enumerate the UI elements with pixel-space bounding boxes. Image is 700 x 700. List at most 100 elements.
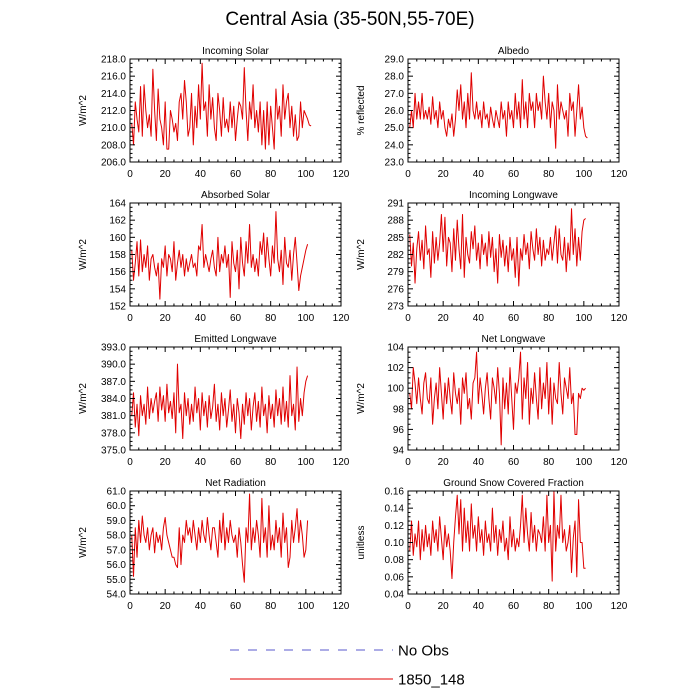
x-tick-label: 120 [333, 169, 350, 180]
x-tick-label: 0 [127, 169, 133, 180]
x-tick-label: 20 [160, 313, 172, 324]
x-tick-label: 60 [230, 313, 242, 324]
panel-emitted-longwave: Emitted Longwave W/m^2 0 20 40 60 80 100 120 375.… [78, 334, 350, 468]
x-tick-label: 20 [160, 601, 172, 612]
x-tick-label: 0 [405, 601, 411, 612]
y-tick-label: 216.0 [101, 72, 126, 83]
x-tick-label: 40 [195, 169, 207, 180]
panel-title: Ground Snow Covered Fraction [443, 478, 584, 489]
plot-frame [407, 58, 620, 163]
y-tick-label: 378.0 [101, 428, 126, 439]
y-tick-label: 375.0 [101, 446, 126, 457]
x-tick-label: 20 [438, 313, 450, 324]
y-tick-label: 288 [387, 216, 404, 227]
y-tick-label: 54.0 [107, 590, 127, 601]
x-tick-label: 0 [405, 169, 411, 180]
y-tick-label: 156 [109, 267, 126, 278]
plot-frame [407, 346, 620, 451]
panel-title: Net Longwave [482, 334, 546, 345]
x-tick-label: 0 [405, 313, 411, 324]
series-line [131, 493, 309, 583]
y-tick-label: 56.0 [107, 560, 127, 571]
y-tick-label: 160 [109, 233, 126, 244]
plot-frame [129, 58, 342, 163]
x-tick-label: 20 [160, 169, 172, 180]
x-tick-label: 120 [611, 313, 628, 324]
y-tick-label: 98 [393, 404, 405, 415]
x-tick-label: 20 [160, 457, 172, 468]
x-tick-label: 120 [333, 457, 350, 468]
panel-net-radiation: Net Radiation W/m^2 0 20 40 60 80 100 120 54.0 55.… [78, 478, 350, 612]
x-tick-label: 80 [543, 313, 555, 324]
y-tick-label: 57.0 [107, 545, 127, 556]
y-tick-label: 206.0 [101, 158, 126, 169]
plot-frame [129, 346, 342, 451]
y-axis-label: unitless [356, 526, 367, 560]
x-tick-label: 120 [611, 601, 628, 612]
legend-label-no-obs: No Obs [398, 643, 449, 660]
x-tick-label: 100 [575, 601, 592, 612]
y-tick-label: 55.0 [107, 575, 127, 586]
y-tick-label: 218.0 [101, 55, 126, 66]
y-axis-label: W/m^2 [78, 239, 89, 270]
y-tick-label: 61.0 [107, 487, 127, 498]
y-tick-label: 0.12 [385, 521, 405, 532]
y-tick-label: 162 [109, 216, 126, 227]
x-tick-label: 40 [195, 601, 207, 612]
panel-incoming-solar: Incoming Solar W/m^2 0 20 40 60 80 100 120 206.0 2… [78, 46, 350, 180]
panel-title: Albedo [498, 46, 530, 57]
x-tick-label: 80 [543, 601, 555, 612]
y-tick-label: 152 [109, 302, 126, 313]
y-tick-label: 0.08 [385, 555, 405, 566]
x-tick-label: 100 [575, 169, 592, 180]
x-tick-label: 60 [508, 313, 520, 324]
y-tick-label: 393.0 [101, 343, 126, 354]
panel-title: Incoming Longwave [469, 190, 558, 201]
y-tick-label: 59.0 [107, 516, 127, 527]
x-tick-label: 120 [333, 601, 350, 612]
panel-incoming-longwave: Incoming Longwave W/m^2 0 20 40 60 80 100 120 273… [356, 190, 628, 324]
x-tick-label: 80 [265, 601, 277, 612]
x-tick-label: 60 [508, 457, 520, 468]
y-axis-label: % reflected [356, 85, 367, 135]
panel-net-longwave: Net Longwave W/m^2 0 20 40 60 80 100 120 94 96 98 10… [356, 334, 628, 468]
y-tick-label: 0.16 [385, 487, 405, 498]
y-tick-label: 154 [109, 284, 126, 295]
y-axis-label: W/m^2 [78, 527, 89, 558]
y-tick-label: 390.0 [101, 360, 126, 371]
y-tick-label: 23.0 [385, 158, 405, 169]
x-tick-label: 20 [438, 601, 450, 612]
y-tick-label: 210.0 [101, 123, 126, 134]
series-line [409, 490, 586, 582]
panel-ground-snow-covered-fraction: Ground Snow Covered Fraction unitless 0 20 4… [356, 478, 628, 612]
series-line [131, 211, 309, 300]
x-tick-label: 60 [230, 169, 242, 180]
x-tick-label: 120 [611, 169, 628, 180]
series-line [131, 62, 312, 150]
y-tick-label: 291 [387, 199, 404, 210]
x-tick-label: 80 [543, 169, 555, 180]
y-tick-label: 29.0 [385, 55, 405, 66]
x-tick-label: 80 [265, 313, 277, 324]
x-tick-label: 40 [473, 457, 485, 468]
x-tick-label: 100 [575, 313, 592, 324]
y-axis-label: W/m^2 [356, 383, 367, 414]
panel-albedo: Albedo % reflected 0 20 40 60 80 100 120 23.0 24.0… [356, 46, 628, 180]
y-tick-label: 25.0 [385, 123, 405, 134]
x-tick-label: 60 [230, 457, 242, 468]
x-tick-label: 20 [438, 169, 450, 180]
x-tick-label: 40 [195, 313, 207, 324]
plot-frame [407, 490, 620, 595]
x-tick-label: 40 [473, 313, 485, 324]
x-tick-label: 60 [230, 601, 242, 612]
x-tick-label: 120 [611, 457, 628, 468]
y-tick-label: 60.0 [107, 501, 127, 512]
x-tick-label: 0 [405, 457, 411, 468]
legend: No Obs 1850_148 [230, 643, 465, 689]
y-tick-label: 214.0 [101, 89, 126, 100]
y-tick-label: 279 [387, 267, 404, 278]
y-axis-label: W/m^2 [356, 239, 367, 270]
y-tick-label: 158 [109, 250, 126, 261]
series-line [409, 72, 588, 149]
